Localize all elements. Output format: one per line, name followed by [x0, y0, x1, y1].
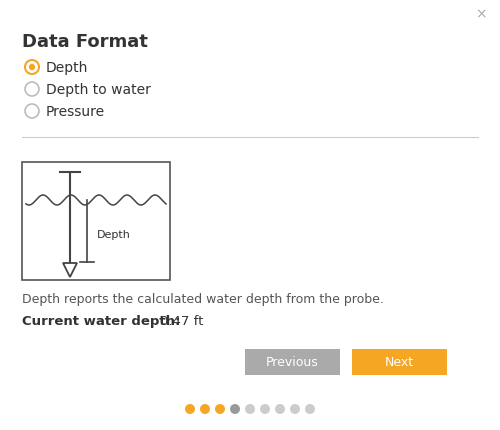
Circle shape: [185, 404, 195, 414]
Circle shape: [290, 404, 300, 414]
Text: Current water depth:: Current water depth:: [22, 314, 180, 327]
Text: Depth: Depth: [97, 230, 131, 240]
FancyBboxPatch shape: [352, 349, 447, 375]
Circle shape: [245, 404, 255, 414]
Text: Next: Next: [385, 356, 414, 369]
Text: Pressure: Pressure: [46, 105, 105, 119]
Text: Depth to water: Depth to water: [46, 83, 151, 97]
Circle shape: [260, 404, 270, 414]
Bar: [22, 163, 170, 280]
Text: Depth: Depth: [46, 61, 88, 75]
Text: Data Format: Data Format: [22, 33, 148, 51]
Circle shape: [275, 404, 285, 414]
Circle shape: [230, 404, 240, 414]
Circle shape: [200, 404, 210, 414]
Text: 0.47 ft: 0.47 ft: [160, 314, 204, 327]
Text: ×: ×: [475, 7, 487, 21]
Polygon shape: [63, 264, 77, 277]
Text: Depth reports the calculated water depth from the probe.: Depth reports the calculated water depth…: [22, 292, 384, 305]
Text: Previous: Previous: [266, 356, 319, 369]
Circle shape: [29, 64, 35, 71]
Circle shape: [215, 404, 225, 414]
FancyBboxPatch shape: [245, 349, 340, 375]
Circle shape: [305, 404, 315, 414]
